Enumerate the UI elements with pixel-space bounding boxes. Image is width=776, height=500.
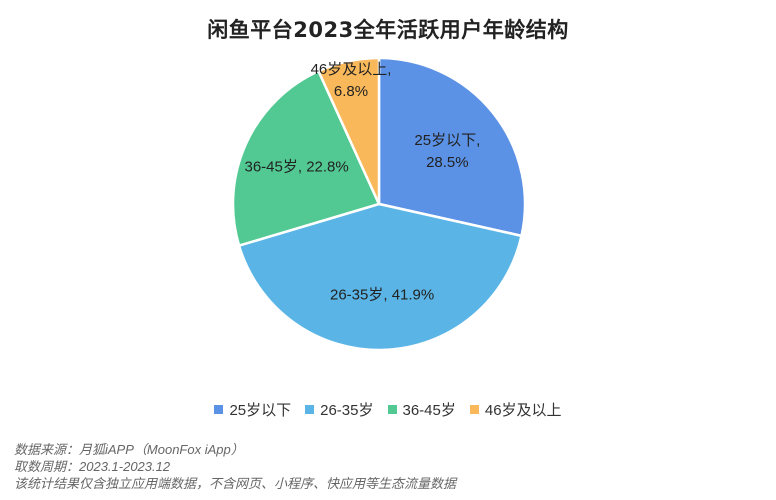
pie-slice: [377, 56, 527, 238]
legend-swatch: [387, 405, 397, 414]
legend-item: 25岁以下: [214, 399, 291, 420]
legend-swatch: [305, 405, 315, 414]
pie-slice: [231, 69, 381, 248]
legend-item: 46岁及以上: [469, 399, 562, 420]
footnote-source: 数据来源：月狐iAPP（MoonFox iApp）: [14, 442, 244, 457]
legend-swatch: [214, 405, 224, 414]
legend-item: 26-35岁: [305, 399, 374, 420]
slice-data-label: 46岁及以上, 6.8%: [311, 61, 392, 100]
legend-swatch: [469, 405, 479, 414]
slice-data-label: 36-45岁, 22.8%: [245, 158, 349, 175]
footnote-period: 取数周期：2023.1-2023.12: [14, 459, 171, 474]
pie-slice: [237, 202, 523, 352]
footnote-scope: 该统计结果仅含独立应用端数据，不含网页、小程序、快应用等生态流量数据: [14, 476, 457, 491]
chart-title: 闲鱼平台2023全年活跃用户年龄结构: [207, 18, 569, 42]
pie-slice: [316, 56, 381, 205]
chart-legend: 25岁以下 26-35岁 36-45岁 46岁及以上: [0, 399, 776, 420]
slice-data-label: 25岁以下, 28.5%: [414, 132, 480, 171]
footnotes: 数据来源：月狐iAPP（MoonFox iApp） 取数周期：2023.1-20…: [14, 441, 456, 492]
legend-label: 25岁以下: [229, 402, 292, 419]
slice-data-label: 26-35岁, 41.9%: [330, 286, 434, 303]
legend-label: 46岁及以上: [484, 402, 562, 419]
legend-label: 36-45岁: [402, 402, 456, 419]
legend-item: 36-45岁: [387, 399, 456, 420]
legend-label: 26-35岁: [320, 402, 374, 419]
